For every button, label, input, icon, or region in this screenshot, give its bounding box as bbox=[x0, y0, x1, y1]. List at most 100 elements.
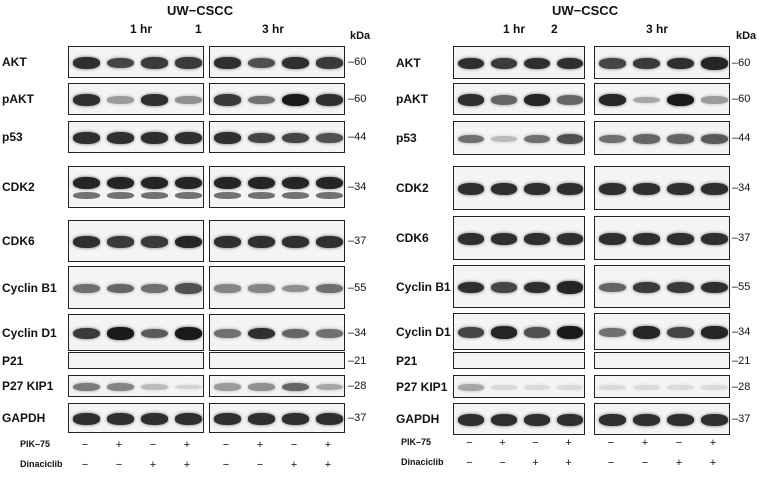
protein-band-lower bbox=[213, 192, 241, 199]
treatment-sign: − bbox=[675, 437, 683, 449]
blot-strip bbox=[594, 403, 730, 435]
protein-band bbox=[72, 176, 100, 189]
protein-band bbox=[523, 57, 550, 70]
protein-band bbox=[315, 94, 343, 106]
protein-band bbox=[632, 96, 660, 104]
treatment-sign: + bbox=[324, 459, 332, 471]
protein-band bbox=[140, 384, 168, 390]
protein-band-lower bbox=[315, 192, 343, 199]
time-label: 1 hr bbox=[503, 22, 526, 36]
protein-band bbox=[700, 414, 728, 426]
blot-strip bbox=[453, 216, 585, 260]
protein-band bbox=[174, 235, 202, 249]
protein-band bbox=[556, 233, 583, 245]
blot-strip bbox=[68, 375, 204, 397]
blot-strip bbox=[453, 121, 585, 155]
treatment-sign: − bbox=[149, 439, 157, 451]
protein-band bbox=[457, 94, 484, 106]
protein-band bbox=[598, 183, 626, 195]
treatment-sign: + bbox=[290, 459, 298, 471]
protein-band bbox=[556, 95, 583, 105]
protein-band bbox=[632, 281, 660, 294]
protein-band bbox=[213, 329, 241, 338]
treatment-label: Dinaciclib bbox=[401, 457, 444, 467]
protein-band bbox=[106, 236, 134, 248]
blot-strip bbox=[594, 352, 730, 369]
protein-band bbox=[174, 327, 202, 340]
kda-marker: –28 bbox=[732, 380, 751, 393]
protein-band-lower bbox=[72, 192, 100, 199]
protein-band bbox=[523, 281, 550, 294]
blot-strip bbox=[594, 46, 730, 79]
blot-strip bbox=[209, 46, 345, 78]
protein-band bbox=[523, 183, 550, 195]
protein-band-lower bbox=[106, 192, 134, 199]
blot-strip bbox=[68, 83, 204, 115]
treatment-sign: − bbox=[607, 437, 615, 449]
treatment-sign: − bbox=[499, 457, 506, 469]
blot-strip bbox=[453, 46, 585, 79]
treatment-sign: + bbox=[565, 437, 572, 449]
protein-band bbox=[556, 57, 583, 70]
treatment-sign: − bbox=[222, 439, 230, 451]
protein-band bbox=[213, 413, 241, 425]
protein-band bbox=[666, 93, 694, 107]
protein-band bbox=[281, 284, 309, 293]
protein-label: CDK2 bbox=[396, 181, 429, 195]
protein-band bbox=[457, 327, 484, 338]
protein-band bbox=[490, 183, 517, 195]
protein-band bbox=[106, 413, 134, 425]
treatment-sign: − bbox=[81, 439, 89, 451]
protein-band bbox=[632, 233, 660, 245]
protein-band bbox=[523, 327, 550, 338]
protein-band bbox=[140, 176, 168, 189]
treatment-sign: + bbox=[641, 437, 649, 449]
protein-band bbox=[315, 284, 343, 293]
protein-band bbox=[523, 414, 550, 426]
protein-band bbox=[140, 132, 168, 144]
blot-strip bbox=[68, 166, 204, 208]
protein-band bbox=[700, 183, 728, 195]
protein-label: GAPDH bbox=[396, 412, 440, 426]
kda-marker: –34 bbox=[732, 182, 751, 194]
protein-label: CDK6 bbox=[396, 231, 429, 245]
protein-label: Cyclin D1 bbox=[2, 325, 57, 340]
protein-band bbox=[490, 57, 517, 70]
protein-band bbox=[632, 326, 660, 339]
kda-marker: –37 bbox=[348, 235, 367, 247]
protein-band bbox=[281, 382, 309, 392]
protein-label: pAKT bbox=[396, 92, 428, 106]
protein-band bbox=[556, 183, 583, 195]
kda-marker: –44 bbox=[348, 131, 367, 143]
protein-band bbox=[700, 385, 728, 390]
protein-band bbox=[281, 132, 309, 144]
protein-band bbox=[457, 281, 484, 294]
protein-band bbox=[174, 283, 202, 294]
protein-band bbox=[598, 134, 626, 144]
protein-band bbox=[598, 385, 626, 390]
protein-band bbox=[523, 134, 550, 144]
protein-band bbox=[106, 176, 134, 189]
treatment-sign: − bbox=[607, 457, 615, 469]
cell-line-number: 2 bbox=[551, 22, 558, 36]
protein-band bbox=[213, 236, 241, 248]
protein-band bbox=[174, 176, 202, 189]
protein-band bbox=[523, 385, 550, 390]
protein-label: p53 bbox=[2, 130, 23, 144]
protein-band bbox=[490, 136, 517, 142]
protein-band bbox=[700, 57, 728, 70]
protein-band bbox=[315, 176, 343, 189]
panel-title: UW−CSCC bbox=[552, 3, 619, 18]
blot-strip bbox=[594, 375, 730, 398]
protein-label: P27 KIP1 bbox=[2, 379, 54, 393]
protein-band bbox=[700, 96, 728, 104]
protein-band bbox=[490, 414, 517, 426]
protein-band bbox=[315, 57, 343, 69]
treatment-sign: + bbox=[532, 457, 539, 469]
protein-label: P21 bbox=[396, 353, 418, 368]
blot-strip bbox=[594, 121, 730, 155]
protein-band bbox=[72, 327, 100, 340]
blot-strip bbox=[209, 121, 345, 153]
blot-strip bbox=[209, 266, 345, 309]
protein-band bbox=[72, 413, 100, 425]
